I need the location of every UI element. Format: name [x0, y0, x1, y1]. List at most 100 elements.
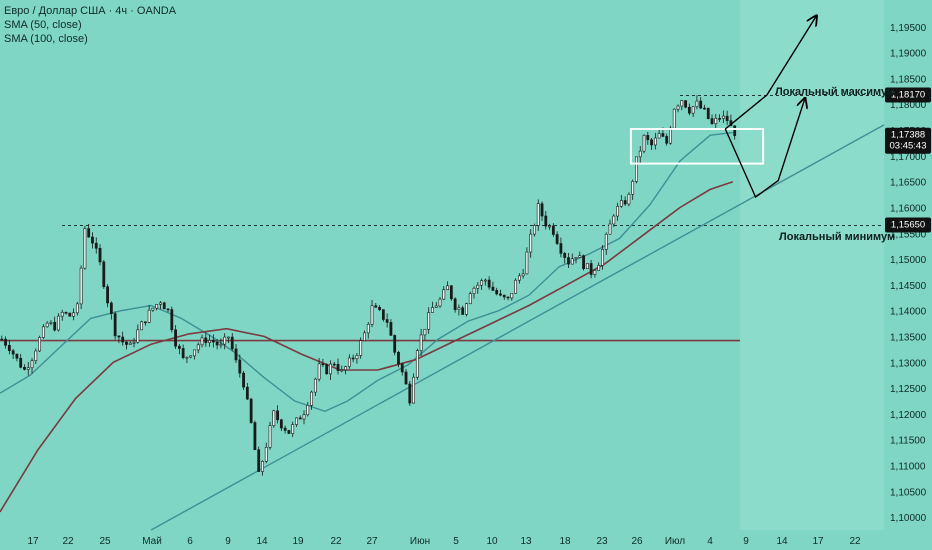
- candle: [733, 125, 737, 140]
- candle: [325, 363, 329, 375]
- projection-arrow-up: [724, 17, 816, 130]
- candle-body: [249, 398, 253, 423]
- candle-body: [521, 273, 525, 277]
- candle: [128, 341, 132, 345]
- current-price-tag-text: 03:45:43: [890, 141, 927, 152]
- candle-body: [261, 461, 264, 472]
- candle-body: [714, 118, 718, 124]
- candle-body: [321, 363, 325, 366]
- candle-body: [589, 263, 593, 275]
- candle-body: [680, 100, 684, 107]
- time-tick-label: 17: [27, 536, 39, 547]
- candle: [136, 324, 140, 344]
- candle-body: [230, 336, 234, 350]
- candle-body: [94, 242, 98, 249]
- candle-body: [442, 289, 446, 300]
- candle-body: [283, 427, 287, 431]
- candle-body: [487, 279, 491, 288]
- consolidation-box: [629, 128, 765, 165]
- candle-body: [159, 302, 162, 305]
- candle-body: [608, 223, 612, 235]
- candle-body: [121, 336, 125, 343]
- candle-body: [196, 344, 200, 351]
- candle-body: [53, 322, 57, 331]
- chart-legend: Евро / Доллар США · 4ч · OANDA SMA (50, …: [4, 4, 176, 46]
- candle-body: [91, 236, 94, 244]
- time-tick-label: 17: [812, 536, 824, 547]
- candle: [174, 325, 177, 349]
- candle-body: [491, 286, 495, 291]
- local-min-annotation: Локальный минимум: [779, 231, 896, 243]
- candle: [378, 305, 381, 312]
- candle-body: [378, 306, 381, 310]
- candle-body: [272, 410, 276, 426]
- candle-body: [650, 139, 653, 146]
- candle: [234, 344, 238, 364]
- candle-body: [559, 243, 563, 254]
- candle-body: [536, 203, 540, 226]
- projection-arrow-pullback: [724, 99, 804, 199]
- candle-body: [151, 307, 155, 311]
- candle-body: [699, 100, 703, 109]
- candle: [627, 192, 631, 207]
- candle-body: [351, 357, 355, 360]
- candle: [87, 223, 91, 238]
- candle: [706, 107, 710, 120]
- candle: [283, 425, 287, 434]
- candle-body: [363, 332, 366, 341]
- time-tick-label: 14: [776, 536, 788, 547]
- candle: [238, 354, 242, 378]
- price-tick-label: 1,10000: [890, 513, 927, 524]
- candle-body: [38, 337, 41, 352]
- candle-body: [555, 234, 559, 244]
- candle-body: [449, 285, 453, 300]
- candle-body: [706, 107, 710, 119]
- candle: [499, 289, 502, 297]
- time-axis-background: [0, 530, 884, 550]
- candle: [72, 308, 75, 321]
- candle-body: [703, 107, 706, 110]
- candle-body: [657, 133, 661, 139]
- candle: [604, 232, 608, 255]
- candle-body: [291, 424, 295, 434]
- candle-body: [245, 386, 249, 400]
- time-tick-label: Май: [142, 536, 162, 547]
- candle: [721, 110, 725, 123]
- candle-body: [302, 414, 306, 420]
- candle: [200, 334, 204, 348]
- candle: [585, 263, 589, 270]
- candle-body: [23, 367, 26, 370]
- candle: [30, 357, 34, 374]
- candle: [415, 348, 419, 380]
- candle-body: [109, 302, 113, 314]
- candle: [563, 251, 567, 264]
- candle: [0, 335, 4, 341]
- price-tick-label: 1,14000: [890, 307, 927, 318]
- price-tick-label: 1,15000: [890, 255, 927, 266]
- candle: [313, 377, 317, 396]
- candle: [15, 353, 19, 362]
- candle: [483, 278, 487, 286]
- candle: [408, 380, 412, 406]
- candle-body: [366, 324, 370, 334]
- candle: [646, 131, 650, 145]
- candle: [159, 301, 162, 310]
- candle-body: [578, 255, 582, 258]
- candle: [140, 320, 143, 331]
- candle-body: [234, 348, 238, 361]
- candle: [91, 232, 94, 249]
- candle: [687, 103, 691, 116]
- candle-body: [238, 359, 242, 374]
- candle: [714, 113, 718, 130]
- candle: [635, 156, 638, 184]
- candle: [623, 196, 627, 206]
- candle: [57, 313, 60, 332]
- candle: [276, 405, 279, 424]
- candle-body: [317, 363, 321, 380]
- sma50-line: [0, 131, 733, 413]
- local-max-price-tag-bg: [885, 87, 931, 103]
- candle: [189, 355, 193, 359]
- candle: [374, 303, 378, 308]
- local-max-price-tag-text: 1,18170: [891, 89, 925, 100]
